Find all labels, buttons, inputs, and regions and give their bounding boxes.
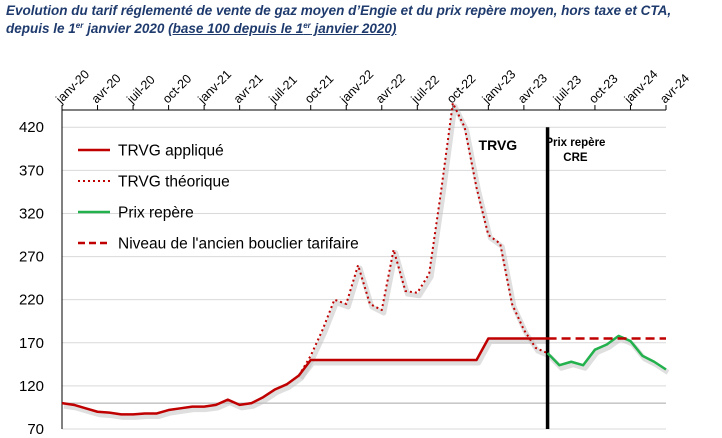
title-part3: (base 100 depuis le 1 [168, 21, 304, 36]
annotation-trvg: TRVG [479, 137, 518, 153]
title-part2: janvier 2020 [83, 21, 169, 36]
y-tick-label: 270 [19, 249, 44, 266]
x-tick-label: janv-21 [195, 67, 235, 107]
x-tick-label: juil-22 [408, 73, 442, 107]
x-tick-label: oct-22 [444, 72, 478, 106]
annotation-cre: CRE [563, 152, 588, 164]
x-tick-label: janv-22 [337, 67, 377, 107]
y-tick-label: 370 [19, 162, 44, 179]
title-part4: janvier 2020) [310, 21, 397, 36]
series-line [298, 102, 548, 377]
series-shadow [547, 336, 670, 375]
x-tick-label: oct-20 [160, 72, 194, 106]
x-tick-label: juil-23 [550, 73, 584, 107]
chart-title: Evolution du tarif réglementé de vente d… [6, 2, 718, 38]
y-tick-label: 170 [19, 335, 44, 352]
series-line [61, 337, 548, 416]
x-tick-label: oct-21 [302, 72, 336, 106]
series-line [546, 334, 667, 371]
title-sup2: er [303, 21, 311, 30]
legend-label: Niveau de l'ancien bouclier tarifaire [118, 236, 359, 253]
x-tick-label: janv-20 [53, 67, 93, 107]
legend-label: Prix repère [118, 205, 194, 222]
x-tick-label: oct-23 [586, 72, 620, 106]
x-tick-label: avr-22 [373, 71, 408, 106]
series-shadow [63, 338, 550, 420]
x-tick-label: janv-24 [621, 67, 661, 107]
x-tick-label: avr-24 [657, 71, 692, 106]
x-tick-label: avr-21 [231, 71, 266, 106]
y-tick-label: 70 [27, 421, 44, 438]
x-tick-label: juil-21 [266, 73, 300, 107]
series-shadow [298, 103, 551, 380]
x-tick-label: avr-20 [89, 71, 124, 106]
x-tick-label: janv-23 [479, 67, 519, 107]
title-base-note: (base 100 depuis le 1er janvier 2020) [168, 21, 396, 36]
title-part1: Evolution du tarif réglementé de vente d… [6, 3, 672, 36]
y-tick-label: 320 [19, 205, 44, 222]
y-tick-label: 120 [19, 378, 44, 395]
y-tick-label: 220 [19, 292, 44, 309]
y-tick-label: 420 [19, 119, 44, 136]
legend-label: TRVG appliqué [118, 143, 224, 160]
x-tick-label: avr-23 [515, 71, 550, 106]
annotation-prix-repere: Prix repère [545, 137, 605, 149]
x-tick-label: juil-20 [124, 73, 158, 107]
title-sup1: er [75, 21, 84, 30]
legend-label: TRVG théorique [118, 174, 230, 191]
